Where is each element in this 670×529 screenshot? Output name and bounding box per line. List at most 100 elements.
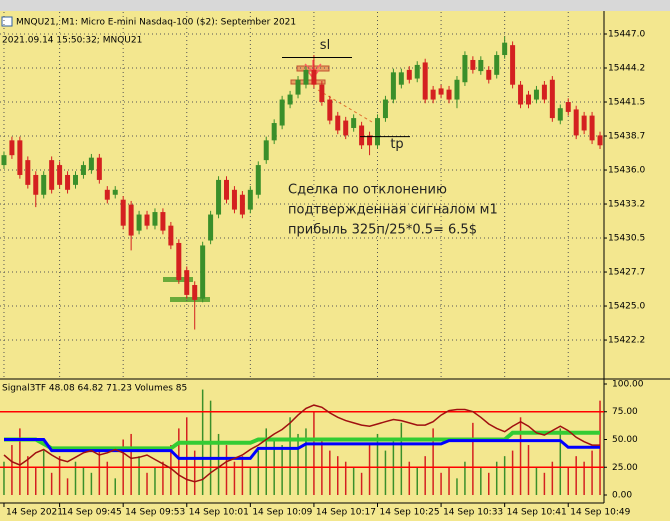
candle-body — [57, 165, 63, 185]
candle-body — [494, 55, 500, 75]
candle-body — [422, 62, 428, 100]
candle-body — [589, 115, 595, 141]
candle-body — [128, 204, 134, 236]
candle-body — [144, 214, 150, 226]
candle-body — [390, 72, 396, 100]
candle-body — [255, 165, 261, 195]
candle-body — [311, 69, 317, 85]
y-tick-label: 15441.5 — [608, 98, 645, 108]
candle-body — [224, 179, 229, 200]
candle-body — [25, 160, 31, 185]
candle-body — [1, 155, 7, 166]
candle-body — [287, 94, 293, 105]
candle-body — [557, 108, 563, 121]
candle-body — [581, 115, 587, 131]
candle-body — [518, 84, 524, 105]
y-tick-label: 0.00 — [612, 491, 632, 501]
chart-background — [0, 11, 670, 521]
candle-body — [176, 242, 182, 281]
candle-body — [239, 194, 245, 215]
x-tick-label: 14 Sep 10:17 — [316, 508, 376, 518]
candle-body — [200, 245, 206, 299]
candle-body — [104, 189, 110, 200]
y-tick-label: 15430.5 — [608, 234, 645, 244]
candle-body — [510, 45, 516, 85]
chart-subtitle: 2021.09.14 15:50:32; MNQU21 — [2, 36, 142, 46]
candle-body — [96, 157, 102, 180]
candle-body — [375, 118, 380, 146]
candle-body — [359, 125, 365, 146]
candle-body — [216, 179, 222, 215]
candle-body — [430, 89, 436, 100]
candle-body — [398, 72, 404, 85]
candle-body — [41, 174, 47, 195]
candle-body — [367, 135, 373, 146]
y-tick-label: 75.00 — [612, 407, 638, 417]
candle-body — [73, 174, 78, 185]
candle-body — [478, 59, 484, 72]
indicator-line — [4, 438, 600, 460]
y-tick-label: 15422.2 — [608, 336, 645, 346]
candle-body — [549, 79, 555, 119]
level-label: sl — [320, 38, 330, 53]
candle-body — [454, 79, 460, 100]
candle-body — [303, 69, 309, 85]
indicator-title: Signal3TF 48.08 64.82 71.23 Volumes 85 — [2, 384, 187, 394]
candle-body — [295, 79, 301, 95]
y-tick-label: 25.00 — [612, 463, 638, 473]
candle-body — [263, 140, 269, 161]
candle-body — [192, 285, 198, 300]
y-tick-label: 50.00 — [612, 435, 638, 445]
trend-line — [317, 89, 373, 123]
level-label: tp — [390, 137, 403, 152]
candle-body — [271, 123, 277, 141]
candle-body — [152, 212, 158, 226]
y-tick-label: 15438.7 — [608, 132, 645, 142]
chart-title: MNQU21, M1: Micro E-mini Nasdaq-100 ($2)… — [16, 18, 296, 28]
candle-body — [446, 89, 452, 100]
candle-body — [486, 69, 492, 80]
candle-body — [49, 160, 55, 190]
y-tick-label: 15427.7 — [608, 268, 645, 278]
annotation: Сделка по отклонению — [288, 183, 447, 198]
y-tick-label: 15447.0 — [608, 30, 645, 40]
candle-body — [168, 225, 174, 246]
candle-body — [279, 99, 285, 126]
candle-body — [597, 135, 603, 146]
candle-body — [526, 94, 531, 105]
x-tick-label: 14 Sep 10:09 — [252, 508, 312, 518]
candle-body — [438, 88, 444, 95]
x-tick-label: 14 Sep 10:25 — [380, 508, 440, 518]
candle-body — [565, 102, 571, 112]
y-tick-label: 100.00 — [612, 379, 644, 389]
candle-body — [247, 189, 253, 210]
candle-body — [88, 157, 94, 171]
annotation: подтвержденная сигналом м1 — [288, 203, 498, 218]
candle-body — [160, 212, 166, 231]
symbol-icon — [1, 16, 13, 27]
candle-body — [470, 59, 476, 70]
candle-body — [573, 109, 579, 136]
candle-body — [541, 84, 547, 100]
x-tick-label: 14 Sep 09:53 — [125, 508, 185, 518]
candle-body — [65, 174, 71, 190]
annotation: прибыль 325п/25*0.5= 6.5$ — [288, 223, 477, 238]
candle-body — [502, 42, 508, 56]
y-tick-label: 15433.2 — [608, 200, 645, 210]
candle-body — [462, 55, 468, 83]
signal-box — [170, 297, 210, 302]
candle-body — [351, 118, 357, 128]
candle-body — [136, 214, 142, 231]
candle-body — [319, 84, 325, 103]
y-tick-label: 15436.0 — [608, 166, 645, 176]
x-tick-label: 14 Sep 10:01 — [189, 508, 249, 518]
x-tick-label: 14 Sep 10:41 — [507, 508, 567, 518]
candle-body — [208, 214, 214, 241]
candle-body — [184, 270, 190, 295]
x-tick-label: 14 Sep 2021 — [6, 508, 63, 518]
candle-body — [533, 89, 539, 100]
candle-body — [382, 99, 388, 119]
x-tick-label: 14 Sep 09:45 — [62, 508, 122, 518]
indicator-line — [3, 404, 600, 483]
